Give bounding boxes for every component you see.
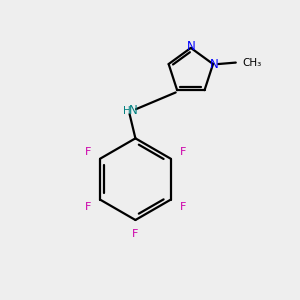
- Text: N: N: [129, 104, 137, 117]
- Text: F: F: [132, 229, 139, 239]
- Text: F: F: [85, 147, 91, 157]
- Text: N: N: [210, 58, 219, 70]
- Text: H: H: [123, 106, 130, 116]
- Text: F: F: [85, 202, 91, 212]
- Text: F: F: [180, 147, 186, 157]
- Text: CH₃: CH₃: [242, 58, 261, 68]
- Text: F: F: [180, 202, 186, 212]
- Text: N: N: [187, 40, 195, 53]
